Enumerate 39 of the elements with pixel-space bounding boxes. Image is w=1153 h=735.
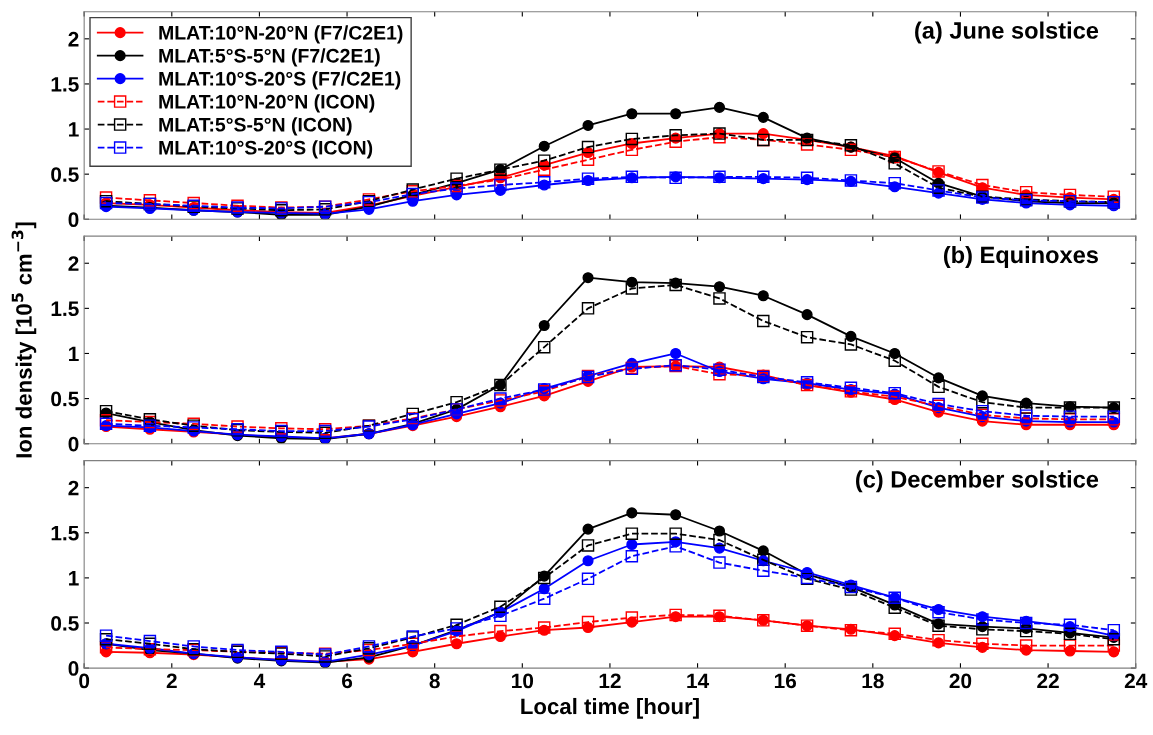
y-tick-label: 1: [69, 346, 79, 362]
legend-label: MLAT:10°S-20°S (ICON): [159, 140, 373, 159]
y-tick-label: 1.5: [51, 301, 79, 317]
legend-label: MLAT:10°S-20°S (F7/C2E1): [159, 71, 401, 90]
x-tick-label: 22: [1037, 673, 1059, 689]
chart-title: (c) December solstice: [856, 470, 1099, 493]
y-tick-label: 2: [68, 31, 79, 47]
x-axis-title: Local time [hour]: [521, 697, 699, 719]
x-tick-label: 12: [599, 673, 621, 689]
x-tick-label: 4: [253, 673, 266, 689]
y-tick-label: 1: [69, 571, 79, 586]
y-tick-label: 0.5: [51, 167, 79, 182]
y-axis-title: Ion density [10$^{5}$ cm$^{−3}$]: [11, 222, 37, 458]
legend-label: MLAT:5°S-5°N (ICON): [159, 117, 352, 136]
x-tick-label: 0: [79, 673, 90, 689]
y-tick-label: 1.5: [51, 77, 79, 92]
legend-label: MLAT:10°N-20°N (F7/C2E1): [159, 25, 403, 44]
x-tick-label: 18: [862, 673, 884, 689]
x-tick-label: 14: [687, 673, 710, 689]
chart-title: (b) Equinoxes: [943, 245, 1098, 268]
x-tick-label: 20: [949, 673, 972, 689]
x-tick-label: 24: [1124, 673, 1148, 689]
y-tick-label: 0.5: [51, 616, 79, 631]
x-tick-label: 6: [342, 673, 353, 689]
y-tick-label: 0: [68, 436, 79, 452]
legend-label: MLAT:10°N-20°N (ICON): [159, 94, 375, 113]
y-tick-label: 0.5: [51, 391, 79, 407]
y-tick-label: 0: [68, 212, 79, 228]
y-tick-label: 1: [69, 122, 79, 137]
y-tick-label: 0: [68, 661, 79, 676]
x-tick-label: 8: [429, 673, 440, 689]
y-tick-label: 2: [68, 480, 79, 496]
chart-title: (a) June solstice: [915, 21, 1099, 44]
y-tick-label: 1.5: [51, 526, 79, 541]
y-tick-label: 2: [68, 256, 79, 271]
x-tick-label: 16: [774, 673, 797, 689]
x-tick-label: 10: [512, 673, 534, 689]
x-tick-label: 2: [166, 673, 177, 689]
legend-label: MLAT:5°S-5°N (F7/C2E1): [159, 48, 380, 67]
